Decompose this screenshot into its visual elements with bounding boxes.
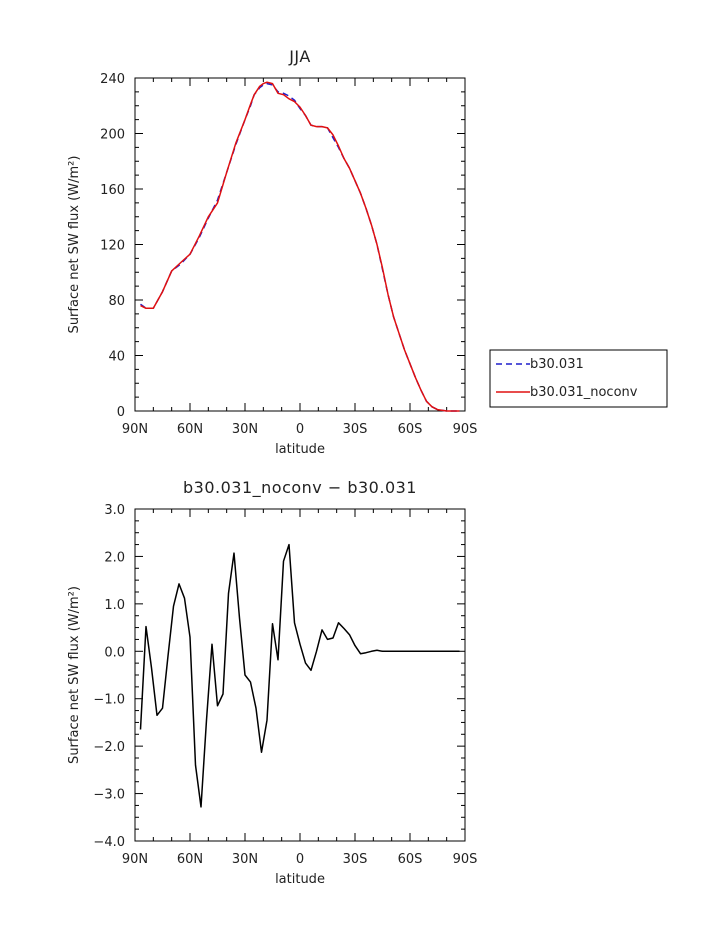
bottom-panel: b30.031_noconv − b30.031 Surface net SW … xyxy=(67,478,477,887)
x-tick-label: 60S xyxy=(398,422,423,437)
y-tick-label: 200 xyxy=(100,128,125,143)
legend-label-b30-031-noconv: b30.031_noconv xyxy=(530,385,638,400)
y-tick-label: 80 xyxy=(108,294,125,309)
x-tick-label: 0 xyxy=(296,852,304,867)
top-x-axis-label: latitude xyxy=(275,442,325,457)
difference-series-line xyxy=(139,543,460,808)
legend-label-b30-031: b30.031 xyxy=(530,357,584,372)
b30-031-noconv-series-line xyxy=(140,81,460,412)
b30-031-series-line xyxy=(140,82,460,412)
y-tick-label: 1.0 xyxy=(104,598,125,613)
legend-box xyxy=(489,349,668,408)
y-tick-label: −3.0 xyxy=(93,788,125,803)
bottom-x-axis-label: latitude xyxy=(275,872,325,887)
x-tick-label: 30N xyxy=(232,422,258,437)
x-tick-label: 30N xyxy=(232,852,258,867)
top-axis-ticks: 90N 60N 30N 0 30S 60S 90S 0 40 80 120 160 200 240 xyxy=(100,72,477,437)
y-tick-label: −4.0 xyxy=(93,835,125,850)
top-chart-title: JJA xyxy=(288,47,311,66)
y-tick-label: 0.0 xyxy=(104,645,125,660)
y-tick-label: −1.0 xyxy=(93,693,125,708)
bottom-axis-ticks: 90N 60N 30N 0 30S 60S 90S −4.0 −3.0 −2.0 −1.0 0.0 1.… xyxy=(93,503,477,867)
x-tick-label: 90N xyxy=(122,422,148,437)
y-tick-label: 3.0 xyxy=(104,503,125,518)
y-tick-label: 0 xyxy=(117,405,125,420)
x-tick-label: 90S xyxy=(453,422,478,437)
y-tick-label: −2.0 xyxy=(93,740,125,755)
y-tick-label: 160 xyxy=(100,183,125,198)
y-tick-label: 240 xyxy=(100,72,125,87)
x-tick-label: 60N xyxy=(177,422,203,437)
bottom-plot-frame xyxy=(134,508,466,842)
y-tick-label: 2.0 xyxy=(104,550,125,565)
x-tick-label: 60S xyxy=(398,852,423,867)
top-series-group xyxy=(140,81,460,412)
x-tick-label: 30S xyxy=(343,422,368,437)
y-tick-label: 40 xyxy=(108,350,125,365)
x-tick-label: 90S xyxy=(453,852,478,867)
x-tick-label: 60N xyxy=(177,852,203,867)
bottom-chart-title: b30.031_noconv − b30.031 xyxy=(183,478,417,498)
top-panel: JJA Surface net SW flux (W/m²) latitude … xyxy=(67,47,477,457)
x-tick-label: 0 xyxy=(296,422,304,437)
legend: b30.031 b30.031_noconv xyxy=(489,349,668,408)
bottom-y-axis-label: Surface net SW flux (W/m²) xyxy=(67,586,82,764)
bottom-series-group xyxy=(139,543,460,808)
x-tick-label: 30S xyxy=(343,852,368,867)
x-tick-label: 90N xyxy=(122,852,148,867)
top-y-axis-label: Surface net SW flux (W/m²) xyxy=(67,156,82,334)
y-tick-label: 120 xyxy=(100,239,125,254)
top-plot-frame xyxy=(134,77,466,412)
